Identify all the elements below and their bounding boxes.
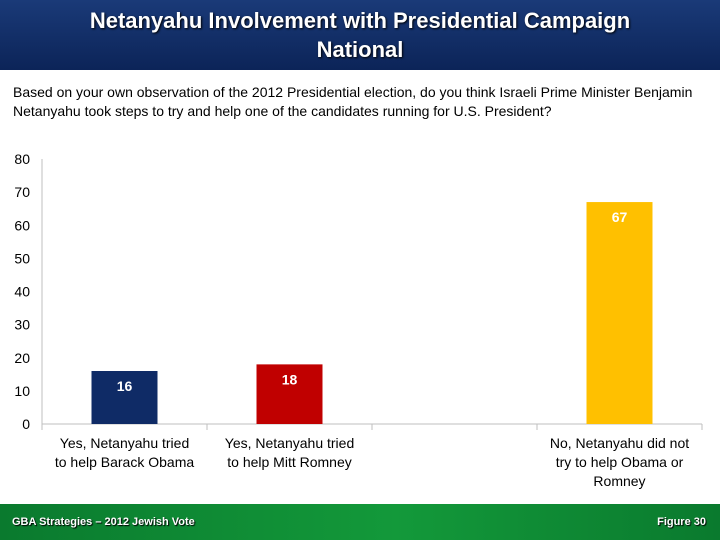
x-category-label: Yes, Netanyahu tried	[60, 435, 189, 451]
bar	[256, 364, 323, 424]
footer-bar: GBA Strategies – 2012 Jewish Vote Figure…	[0, 504, 720, 540]
bar-data-label: 18	[282, 371, 298, 387]
survey-question: Based on your own observation of the 201…	[13, 84, 693, 119]
y-tick-label: 50	[14, 250, 30, 266]
y-tick-label: 40	[14, 284, 30, 300]
y-tick-label: 80	[14, 151, 30, 167]
y-tick-label: 60	[14, 217, 30, 233]
figure-number: Figure 30	[657, 516, 706, 528]
title-bar: Netanyahu Involvement with Presidential …	[0, 0, 720, 70]
x-category-label: try to help Obama or	[556, 454, 684, 470]
x-category-label: Romney	[593, 473, 645, 489]
x-category-label: No, Netanyahu did not	[550, 435, 689, 451]
bar-data-label: 16	[117, 378, 133, 394]
footer-source: GBA Strategies – 2012 Jewish Vote	[12, 516, 195, 528]
y-tick-label: 20	[14, 350, 30, 366]
bar-chart: 0 10 20 30 40 50 60 70 80 16 Yes, Netanyahu tried t…	[14, 151, 703, 489]
x-category-label: to help Barack Obama	[55, 454, 195, 470]
y-tick-label: 30	[14, 317, 30, 333]
bar	[91, 371, 158, 424]
bar	[586, 202, 653, 424]
title-line-2: National	[316, 37, 404, 62]
x-category-label: to help Mitt Romney	[227, 454, 352, 470]
y-tick-label: 10	[14, 383, 30, 399]
bar-data-label: 67	[612, 209, 628, 225]
page-title: Netanyahu Involvement with Presidential …	[0, 6, 720, 64]
y-tick-label: 0	[22, 416, 30, 432]
title-line-1: Netanyahu Involvement with Presidential …	[89, 8, 631, 33]
x-category-label: Yes, Netanyahu tried	[225, 435, 354, 451]
y-tick-label: 70	[14, 184, 30, 200]
